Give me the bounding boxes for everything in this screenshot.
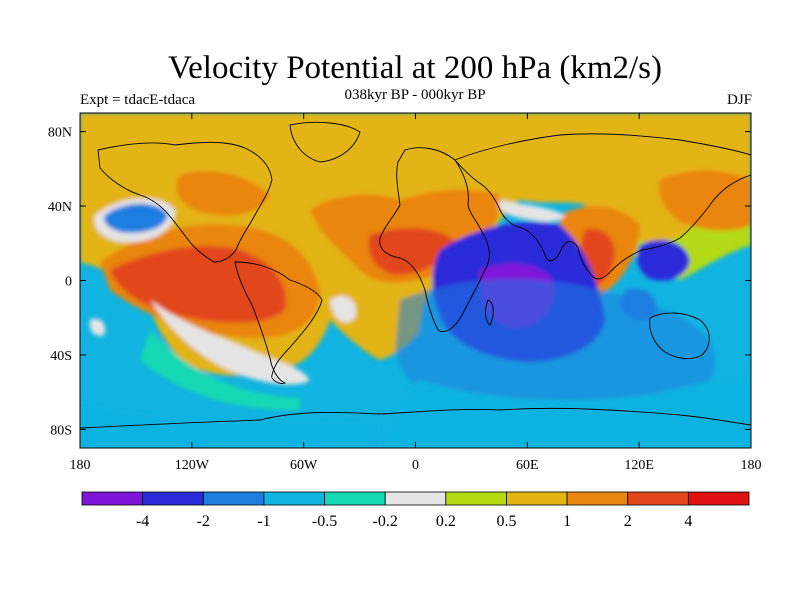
- lon-tick-label: 0: [412, 458, 419, 473]
- coastline-australia: [649, 312, 710, 360]
- longitude-axis: 180 120W 60W 0 60E 120E 180: [70, 113, 762, 473]
- lon-tick-label: 120W: [175, 458, 210, 473]
- coastline-europe-africa: [379, 147, 490, 333]
- lat-tick-label: 80N: [48, 126, 72, 141]
- lat-tick-label: 80S: [50, 423, 72, 438]
- colorbar-label: 0.2: [436, 513, 456, 530]
- coastline-antarctica: [80, 407, 751, 429]
- colorbar-label: -4: [136, 513, 149, 530]
- lon-tick-label: 180: [741, 458, 762, 473]
- coastline-asia: [454, 133, 751, 280]
- colorbar-label: 1: [563, 513, 571, 530]
- colorbar-swatch: [263, 491, 325, 506]
- colorbar-label: -0.5: [312, 513, 337, 530]
- colorbar-label: 0.5: [496, 513, 516, 530]
- colorbar-swatch: [324, 491, 386, 506]
- lat-tick-label: 40S: [50, 349, 72, 364]
- velocity-potential-field: [80, 113, 751, 448]
- chart-subtitle: 038kyr BP - 000kyr BP: [344, 87, 486, 103]
- lon-tick-label: 180: [70, 458, 91, 473]
- colorbar-label: -1: [257, 513, 270, 530]
- colorbar-swatch: [687, 491, 750, 506]
- colorbar-label: -0.2: [373, 513, 398, 530]
- colorbar-swatch: [384, 491, 447, 506]
- lon-tick-label: 60W: [290, 458, 318, 473]
- colorbar-label: 4: [684, 513, 692, 530]
- colorbar-swatch: [202, 491, 265, 506]
- lon-tick-label: 120E: [624, 458, 654, 473]
- colorbar-label: 2: [624, 513, 632, 530]
- coastline-south-america: [234, 261, 323, 384]
- colorbar-swatch: [445, 491, 507, 506]
- coastline-north-america: [97, 141, 273, 263]
- experiment-label: Expt = tdacE-tdaca: [80, 92, 196, 108]
- latitude-axis: 80N 40N 0 40S 80S: [48, 126, 751, 438]
- lat-tick-label: 40N: [48, 200, 72, 215]
- colorbar-swatch: [506, 491, 568, 506]
- coastlines: [80, 121, 751, 429]
- coastline-madagascar: [485, 299, 494, 326]
- coastline-greenland: [289, 121, 361, 163]
- colorbar-swatch: [81, 491, 144, 506]
- colorbar: -4 -2 -1 -0.5 -0.2 0.2 0.5 1 2 4: [81, 491, 750, 530]
- lon-tick-label: 60E: [516, 458, 539, 473]
- colorbar-swatch: [627, 491, 689, 506]
- lat-tick-label: 0: [65, 275, 72, 290]
- colorbar-label: -2: [197, 513, 210, 530]
- colorbar-swatch: [566, 491, 629, 506]
- chart-title: Velocity Potential at 200 hPa (km2/s): [167, 50, 663, 86]
- colorbar-swatch: [142, 491, 204, 506]
- season-label: DJF: [726, 92, 752, 108]
